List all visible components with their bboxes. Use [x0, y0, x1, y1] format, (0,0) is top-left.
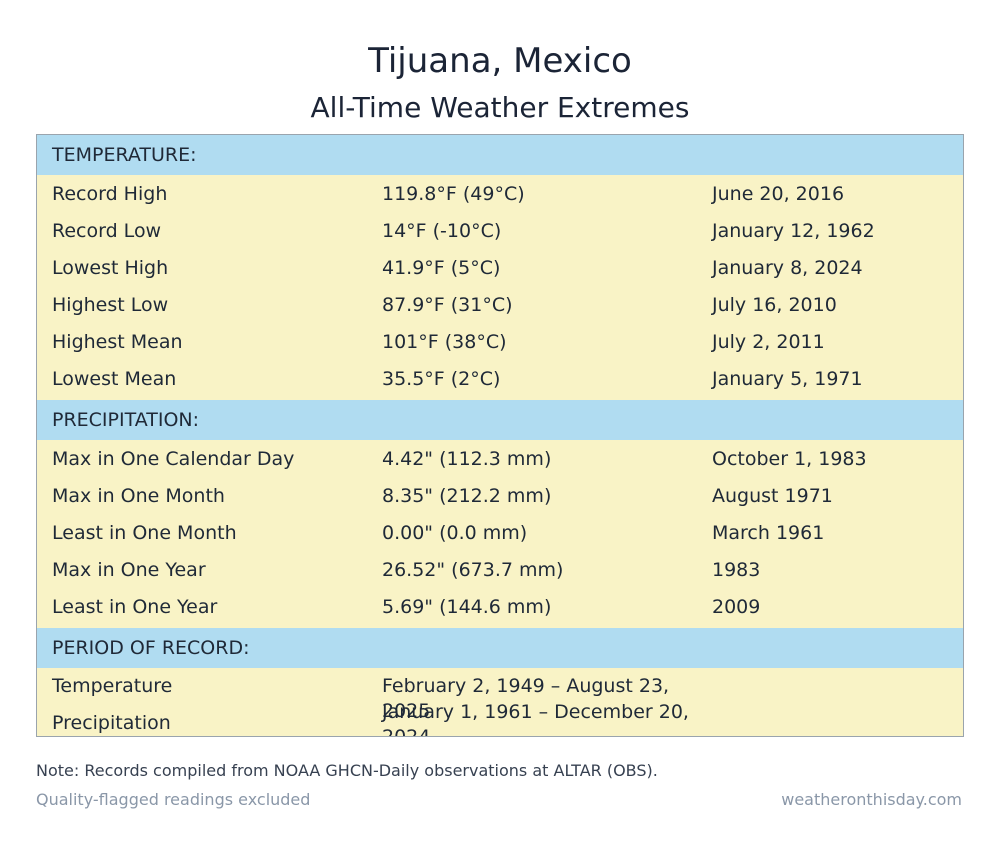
section-header-temperature: TEMPERATURE: [37, 135, 963, 175]
period-rows: Temperature February 2, 1949 – August 23… [37, 668, 963, 736]
table-row: Lowest Mean 35.5°F (2°C) January 5, 1971 [37, 361, 963, 398]
footer-qualifier: Quality-flagged readings excluded [36, 790, 311, 809]
row-value: February 2, 1949 – August 23, 2025 [382, 675, 670, 722]
row-value: 119.8°F (49°C) [382, 183, 525, 205]
row-value: 41.9°F (5°C) [382, 257, 501, 279]
table-row: Max in One Year 26.52" (673.7 mm) 1983 [37, 552, 963, 589]
table-row: Record Low 14°F (-10°C) January 12, 1962 [37, 213, 963, 250]
row-label: Max in One Calendar Day [52, 448, 295, 470]
row-date: July 2, 2011 [712, 331, 825, 353]
table-row: Record High 119.8°F (49°C) June 20, 2016 [37, 176, 963, 213]
precipitation-rows: Max in One Calendar Day 4.42" (112.3 mm)… [37, 440, 963, 628]
row-date: January 12, 1962 [712, 220, 875, 242]
row-value: 0.00" (0.0 mm) [382, 522, 528, 544]
row-label: Lowest High [52, 257, 169, 279]
note-text: Note: Records compiled from NOAA GHCN-Da… [36, 761, 658, 780]
row-value: 4.42" (112.3 mm) [382, 448, 552, 470]
section-header-precipitation: PRECIPITATION: [37, 400, 963, 440]
table-row: Max in One Calendar Day 4.42" (112.3 mm)… [37, 441, 963, 478]
page-subtitle: All-Time Weather Extremes [310, 91, 690, 124]
row-value: 26.52" (673.7 mm) [382, 559, 564, 581]
row-value: 14°F (-10°C) [382, 220, 502, 242]
table-row: Highest Low 87.9°F (31°C) July 16, 2010 [37, 287, 963, 324]
row-date: October 1, 1983 [712, 448, 867, 470]
row-value: 35.5°F (2°C) [382, 368, 501, 390]
table-row: Highest Mean 101°F (38°C) July 2, 2011 [37, 324, 963, 361]
extremes-table: TEMPERATURE: Record High 119.8°F (49°C) … [36, 134, 964, 737]
row-date: June 20, 2016 [712, 183, 845, 205]
row-value: 5.69" (144.6 mm) [382, 596, 552, 618]
row-label: Least in One Year [52, 596, 218, 618]
table-row: Temperature February 2, 1949 – August 23… [37, 668, 963, 722]
table-row: Lowest High 41.9°F (5°C) January 8, 2024 [37, 250, 963, 287]
table-row: Max in One Month 8.35" (212.2 mm) August… [37, 478, 963, 515]
row-label: Lowest Mean [52, 368, 177, 390]
row-label: Max in One Year [52, 559, 206, 581]
row-value: January 1, 1961 – December 20, 2024 [382, 701, 689, 737]
table-row: Precipitation January 1, 1961 – December… [37, 701, 963, 736]
row-label: Record Low [52, 220, 162, 242]
page-title: Tijuana, Mexico [368, 41, 632, 81]
table-row: Least in One Month 0.00" (0.0 mm) March … [37, 515, 963, 552]
row-label: Record High [52, 183, 168, 205]
row-label: Least in One Month [52, 522, 237, 544]
row-value: 101°F (38°C) [382, 331, 507, 353]
row-date: 1983 [712, 559, 761, 581]
row-label: Temperature [52, 675, 173, 697]
row-label: Precipitation [52, 712, 171, 734]
row-label: Highest Mean [52, 331, 183, 353]
row-label: Max in One Month [52, 485, 225, 507]
temperature-rows: Record High 119.8°F (49°C) June 20, 2016… [37, 175, 963, 400]
section-header-period-of-record: PERIOD OF RECORD: [37, 628, 963, 668]
row-date: January 8, 2024 [712, 257, 863, 279]
row-date: January 5, 1971 [712, 368, 863, 390]
row-label: Highest Low [52, 294, 169, 316]
row-date: 2009 [712, 596, 761, 618]
row-value: 87.9°F (31°C) [382, 294, 513, 316]
footer-source: weatheronthisday.com [781, 790, 962, 809]
row-date: March 1961 [712, 522, 825, 544]
row-date: July 16, 2010 [712, 294, 837, 316]
row-value: 8.35" (212.2 mm) [382, 485, 552, 507]
row-date: August 1971 [712, 485, 833, 507]
table-row: Least in One Year 5.69" (144.6 mm) 2009 [37, 589, 963, 626]
